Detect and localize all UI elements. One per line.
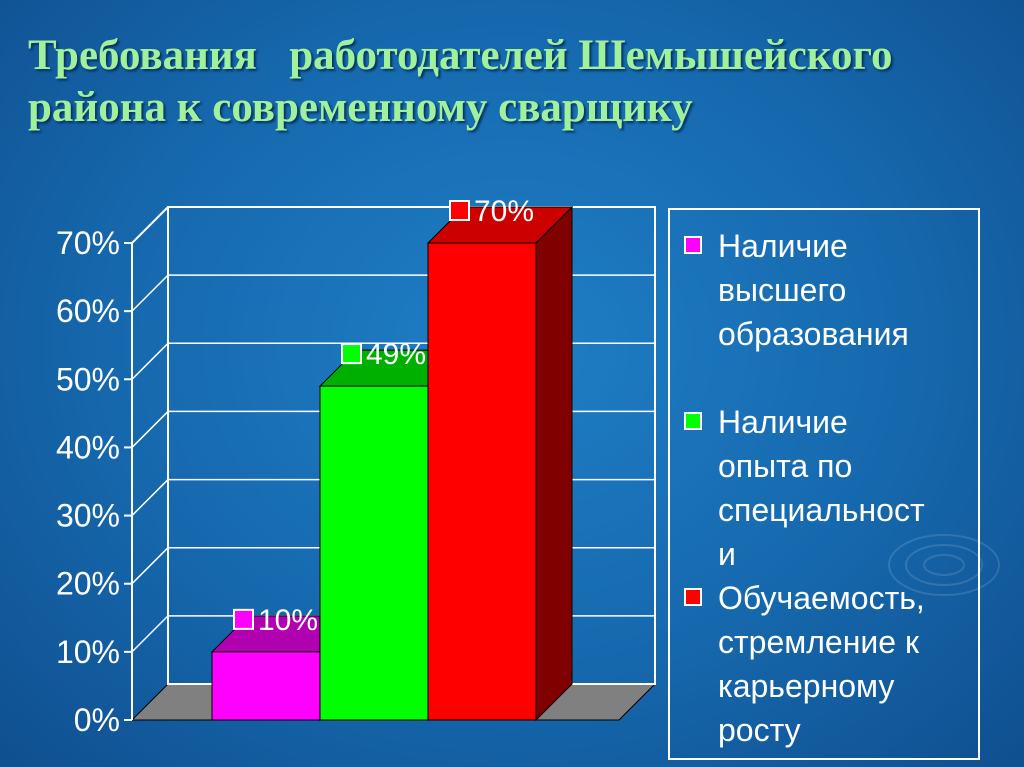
- legend-line: высшего: [718, 272, 847, 308]
- bar-front-face: [319, 385, 429, 721]
- y-axis-ticks: 0% 10% 20% 30% 40% 50% 60% 70%: [56, 225, 132, 738]
- data-label-text: 49%: [366, 338, 426, 371]
- y-tick-label: 20%: [56, 566, 120, 602]
- legend-line: и: [718, 536, 736, 572]
- gridline-side: [131, 410, 169, 448]
- y-tick-label: 10%: [56, 634, 120, 670]
- bar-front-face: [211, 651, 321, 721]
- legend-label: Наличие высшего образования: [718, 224, 980, 356]
- y-tick-label: 70%: [56, 225, 120, 261]
- slide-title-line-1: Требования работодателей Шемышейского: [28, 32, 893, 79]
- data-label-2: 49%: [341, 338, 426, 371]
- legend-line: Наличие: [718, 404, 848, 440]
- gridline-side: [131, 547, 169, 585]
- y-tick-label: 50%: [56, 361, 120, 397]
- data-label-key: [233, 608, 254, 630]
- data-label-key: [449, 200, 470, 221]
- legend-line: Обучаемость,: [718, 580, 925, 616]
- data-label-3: 70%: [449, 195, 534, 228]
- legend-label: Обучаемость, стремление к карьерному рос…: [718, 576, 980, 752]
- gridline-side: [131, 615, 169, 653]
- slide-title: Требования работодателей Шемышейского ра…: [28, 30, 988, 134]
- bar-3: [426, 205, 574, 722]
- legend-line: стремление к: [718, 624, 919, 660]
- y-tick-label: 30%: [56, 498, 120, 534]
- legend-label: Наличие опыта по специальност и: [718, 400, 980, 576]
- data-label-1: 10%: [233, 604, 318, 637]
- ripple-decoration: [888, 534, 1000, 596]
- legend-swatch-red: [684, 588, 702, 606]
- legend-line: опыта по: [718, 448, 853, 484]
- gridline-side: [131, 342, 169, 380]
- legend-line: образования: [718, 316, 909, 352]
- legend-line: Наличие: [718, 228, 848, 264]
- legend-swatch-magenta: [684, 236, 702, 254]
- y-tick-label: 60%: [56, 293, 120, 329]
- bar-front-face: [427, 242, 537, 721]
- gridline-side: [131, 479, 169, 517]
- data-label-text: 70%: [474, 195, 534, 228]
- legend-line: специальност: [718, 492, 925, 528]
- gridline-side: [131, 274, 169, 312]
- y-tick-label: 40%: [56, 429, 120, 465]
- left-wall-edge: [131, 206, 169, 720]
- legend-swatch-green: [684, 412, 702, 430]
- chart-bars: [210, 205, 574, 722]
- chart-legend: Наличие высшего образования Наличие опыт…: [668, 208, 980, 760]
- gridline-side: [131, 206, 169, 244]
- data-label-key: [341, 343, 362, 365]
- data-label-text: 10%: [258, 604, 318, 637]
- legend-line: росту: [718, 712, 801, 748]
- legend-line: карьерному: [718, 668, 895, 704]
- data-labels: 10% 49% 70%: [233, 195, 534, 637]
- y-tick-label: 0%: [74, 702, 120, 738]
- bar-side-face: [535, 205, 573, 722]
- slide-title-line-2: района к современному сварщику: [28, 84, 693, 131]
